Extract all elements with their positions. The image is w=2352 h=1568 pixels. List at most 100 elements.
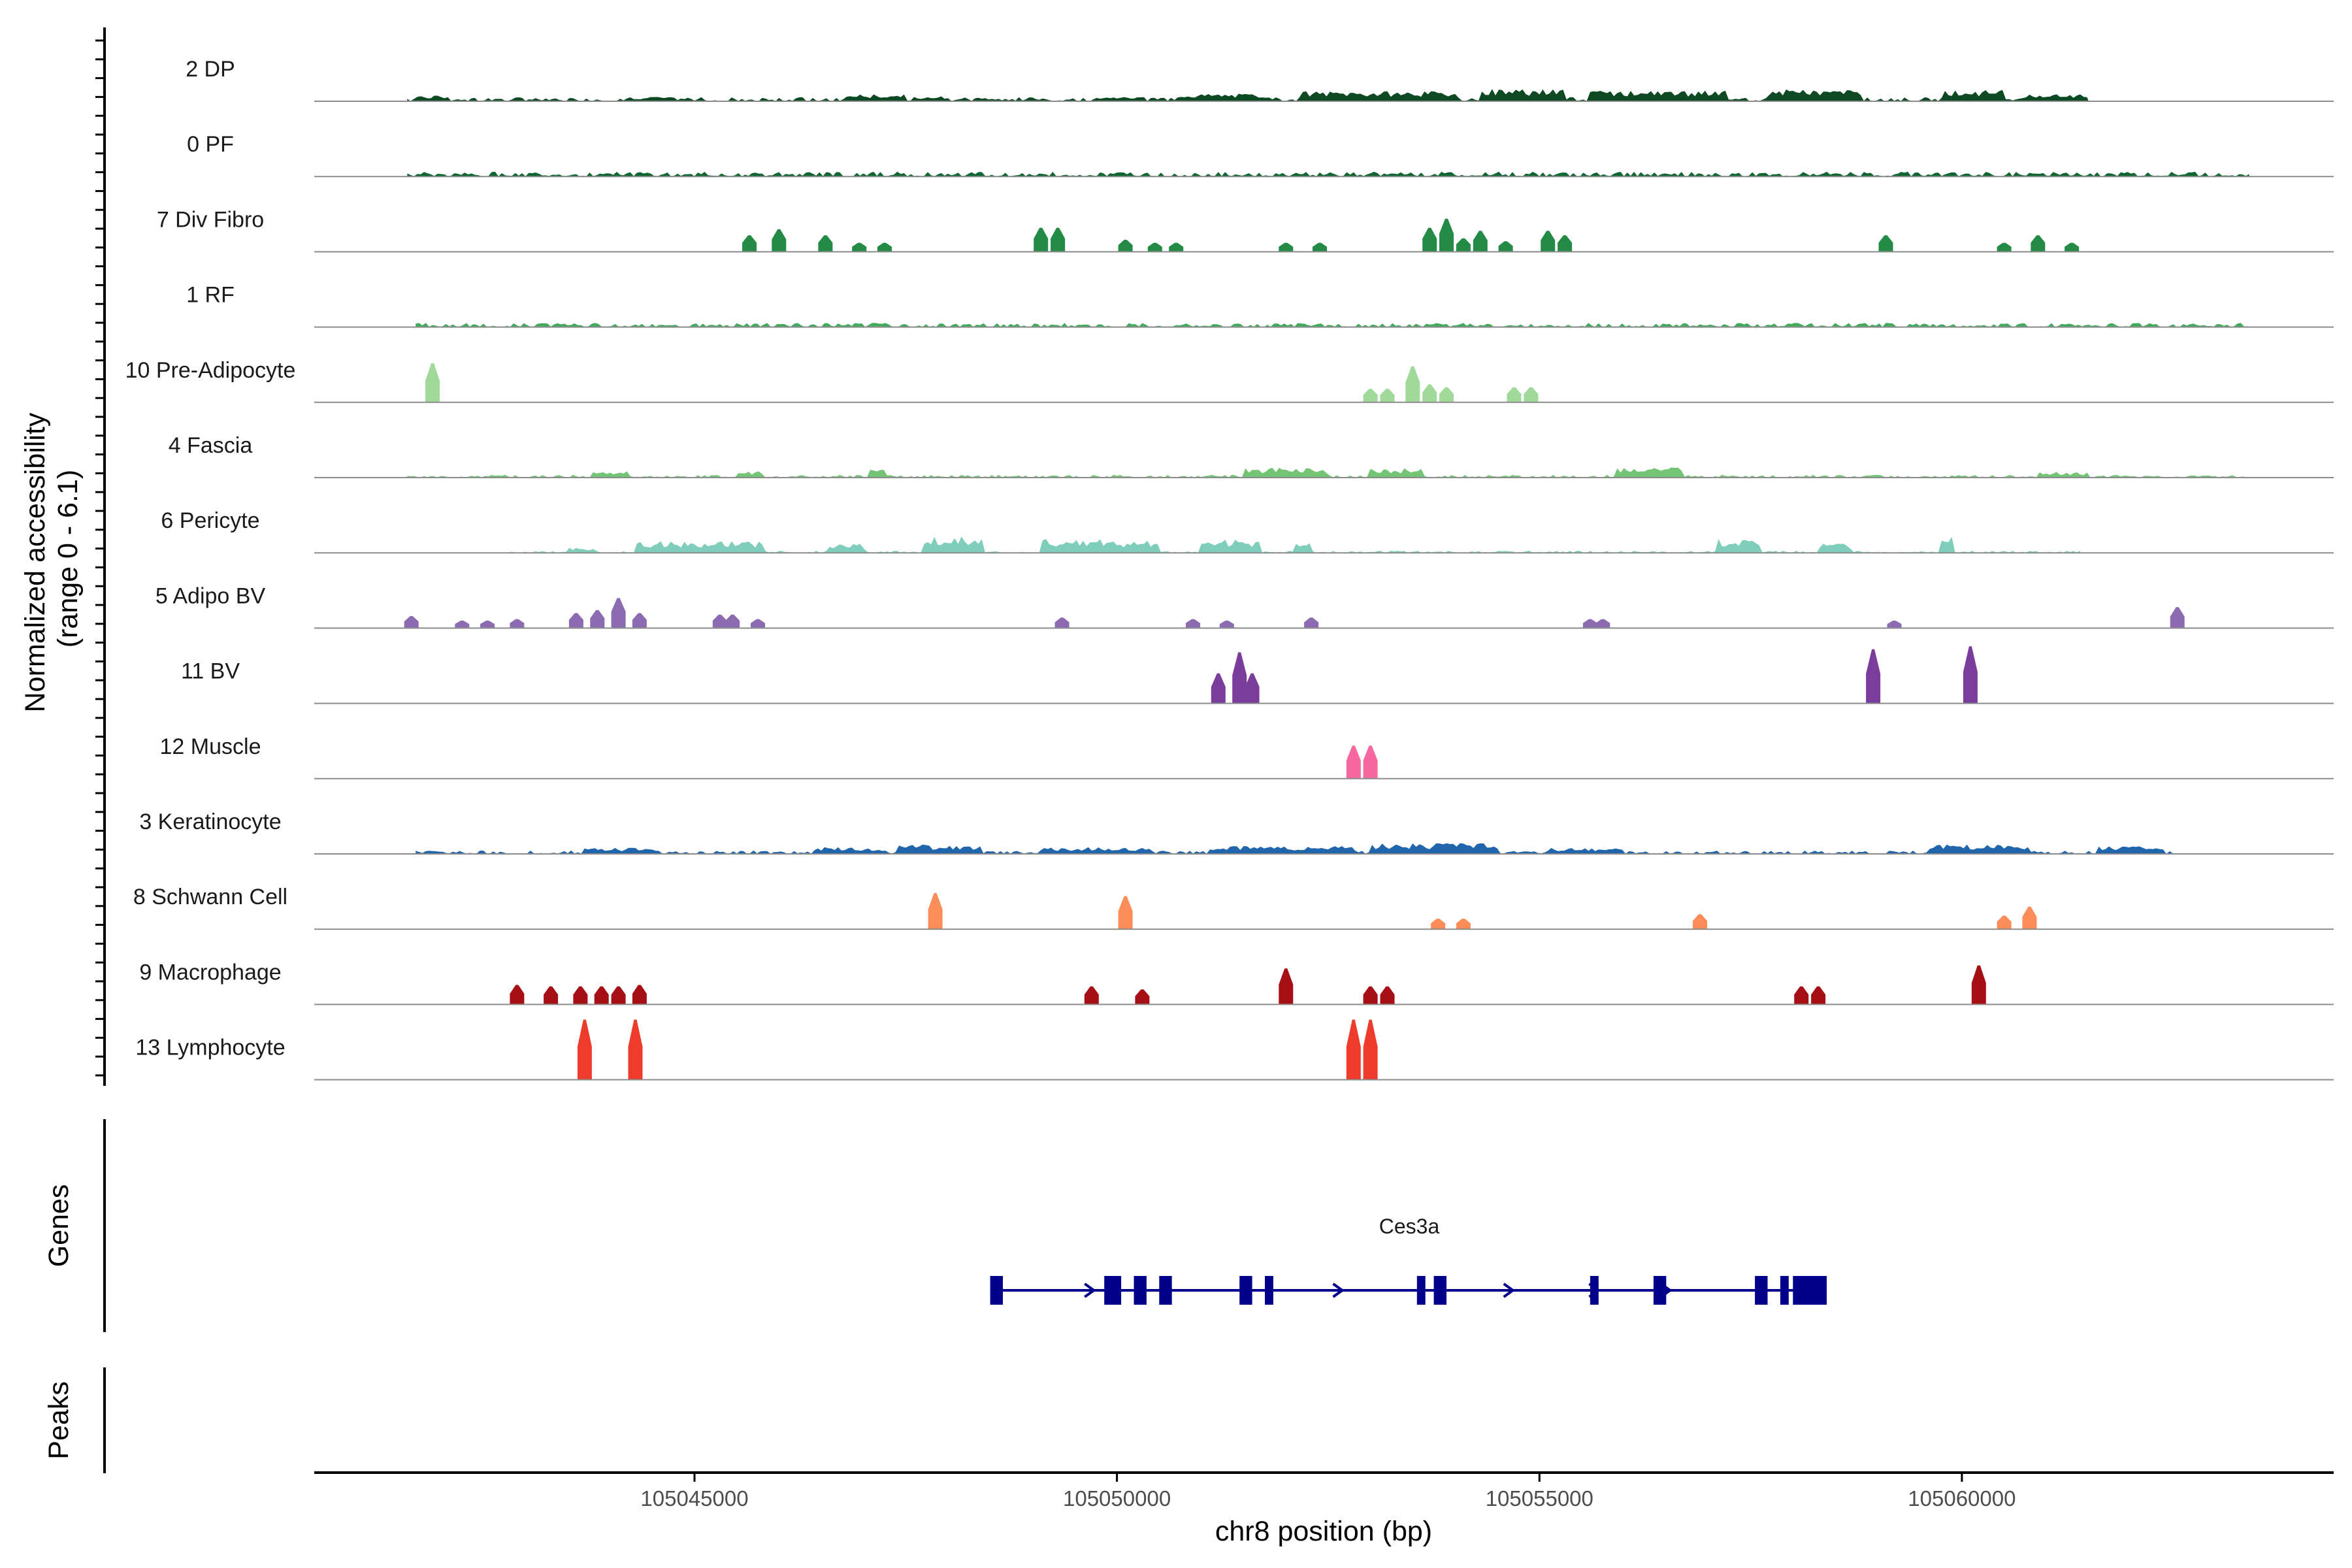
coverage-area	[508, 536, 2080, 553]
gene-exon	[990, 1276, 1003, 1305]
track-label: 0 PF	[187, 132, 234, 157]
coverage-peak	[1219, 620, 1234, 629]
strand-arrow	[1332, 1282, 1345, 1298]
gene-exon	[1265, 1276, 1273, 1305]
coverage-peak	[1595, 619, 1610, 629]
coverage-peak	[772, 229, 787, 252]
gene-exon	[1653, 1276, 1667, 1305]
coverage-area	[416, 323, 2249, 327]
coverage-peak	[611, 986, 626, 1005]
track-label: 10 Pre-Adipocyte	[125, 358, 296, 383]
coverage-peak	[1456, 919, 1471, 930]
coverage-peak	[712, 614, 727, 629]
coverage-area	[416, 843, 2174, 854]
coverage-peak	[1135, 989, 1150, 1005]
coverage-peak	[425, 363, 440, 402]
coverage-peak	[455, 620, 470, 629]
coverage-area	[407, 89, 2089, 101]
coverage-peak	[628, 1019, 643, 1080]
gene-exon	[1104, 1276, 1122, 1305]
coverage-peak	[1363, 389, 1378, 402]
coverage-peak	[2031, 235, 2046, 252]
coverage-peak	[1279, 242, 1294, 252]
track-label: 8 Schwann Cell	[133, 885, 287, 909]
coverage-peak	[1439, 218, 1454, 252]
coverage-peak	[1971, 965, 1986, 1005]
coverage-peak	[877, 242, 892, 252]
coverage-peak	[1887, 620, 1902, 629]
track-label: 6 Pericyte	[161, 508, 259, 533]
coverage-peak	[1422, 227, 1437, 252]
coverage-peak	[1279, 968, 1294, 1005]
track-label: 4 Fascia	[169, 433, 253, 458]
coverage-peak	[1304, 617, 1319, 629]
coverage-peak	[1380, 389, 1395, 402]
track-label: 7 Div Fibro	[157, 207, 264, 232]
coverage-peak	[1558, 235, 1573, 252]
coverage-peak	[1169, 242, 1184, 252]
coverage-peak	[742, 235, 757, 252]
gene-exon	[1755, 1276, 1768, 1305]
x-axis-ticks: 105045000 105050000 105055000 105060000	[640, 1473, 2016, 1511]
gene-exon	[1159, 1276, 1172, 1305]
coverage-peak	[1084, 986, 1099, 1005]
coverage-peak	[594, 986, 609, 1005]
coverage-peak	[577, 1019, 592, 1080]
x-tick-label: 105055000	[1486, 1486, 1593, 1511]
coverage-peak	[632, 613, 647, 629]
coverage-peak	[1997, 242, 2012, 252]
coverage-peak	[404, 616, 419, 629]
coverage-peak	[1431, 919, 1446, 930]
coverage-peak	[544, 986, 559, 1005]
coverage-peak	[590, 610, 605, 629]
y-axis-title: Normalized accessibility (range 0 - 6.1)	[20, 405, 84, 713]
coverage-peak	[725, 614, 740, 629]
track-label: 1 RF	[186, 283, 235, 308]
coverage-peak	[1866, 649, 1881, 704]
coverage-area	[407, 171, 2249, 177]
x-tick-label: 105045000	[640, 1486, 748, 1511]
coverage-peak	[632, 985, 647, 1005]
coverage-peak	[1541, 231, 1556, 252]
coverage-peak	[1313, 242, 1327, 252]
gene-exon	[1239, 1276, 1252, 1305]
coverage-peak	[510, 619, 525, 629]
gene-exon	[1780, 1276, 1789, 1305]
gene-exon	[1134, 1276, 1147, 1305]
coverage-peak	[1118, 240, 1133, 252]
coverage-peak	[1118, 896, 1133, 930]
coverage-peak	[1363, 745, 1378, 779]
track-label: 11 BV	[181, 659, 240, 684]
x-tick-label: 105050000	[1063, 1486, 1171, 1511]
coverage-area	[407, 467, 2249, 478]
genes-panel-label: Genes	[43, 1184, 74, 1267]
coverage-peak	[1794, 986, 1809, 1005]
coverage-peak	[928, 893, 943, 930]
coverage-peak	[1147, 242, 1162, 252]
coverage-peak	[1456, 238, 1471, 252]
coverage-peak	[568, 613, 583, 629]
track-11: 8 Schwann Cell	[133, 885, 2334, 930]
coverage-tracks: 2 DP 0 PF 7 Div Fibro 1 RF 10 Pre-Adipocyte 4…	[125, 57, 2334, 1081]
coverage-peak	[1997, 915, 2012, 930]
track-label: 3 Keratinocyte	[139, 809, 281, 834]
track-8: 11 BV	[181, 646, 2334, 704]
y-axis-ticks	[95, 39, 105, 1077]
coverage-peak	[1405, 366, 1420, 402]
track-6: 6 Pericyte	[161, 508, 2334, 554]
gene-exon	[1590, 1276, 1599, 1305]
coverage-peak	[1363, 986, 1378, 1005]
coverage-peak	[2065, 242, 2080, 252]
coverage-peak	[1186, 619, 1200, 629]
coverage-peak	[1963, 646, 1978, 704]
coverage-peak	[1245, 673, 1260, 704]
coverage-peak	[1878, 235, 1893, 252]
coverage-peak	[2170, 607, 2185, 629]
track-label: 13 Lymphocyte	[135, 1036, 285, 1060]
coverage-peak	[1346, 745, 1361, 779]
gene-exon	[1793, 1276, 1827, 1305]
coverage-peak	[1693, 914, 1707, 930]
coverage-peak	[1811, 986, 1826, 1005]
track-label: 5 Adipo BV	[155, 583, 266, 608]
